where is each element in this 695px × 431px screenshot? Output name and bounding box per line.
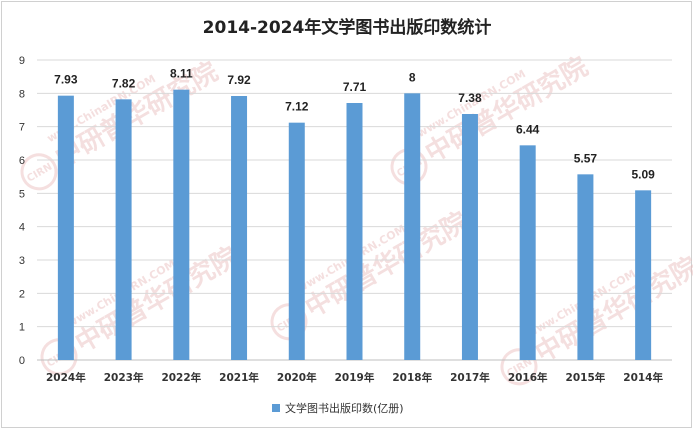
bar [577,174,594,360]
x-tick-label: 2020年 [277,371,317,384]
x-tick-label: 2024年 [46,371,86,384]
x-tick-label: 2019年 [335,371,375,384]
x-tick-label: 2014年 [623,371,663,384]
watermark-logo-ring [20,153,58,191]
data-label: 7.38 [458,91,482,105]
data-label: 5.09 [631,167,655,181]
legend: 文学图书出版印数(亿册) [272,401,404,415]
y-tick-label: 4 [19,222,25,234]
data-label: 7.93 [54,73,78,87]
y-tick-label: 6 [19,155,25,167]
bar [346,103,363,360]
data-label: 7.82 [112,76,136,90]
bar [288,122,305,361]
legend-label: 文学图书出版印数(亿册) [285,401,404,415]
x-axis-categories: 2024年 2023年 2022年 2021年 2020年 2019年 2018年 2017年… [46,371,663,384]
bars [57,89,652,361]
chart-title: 2014-2024年文学图书出版印数统计 [203,17,492,38]
y-tick-label: 3 [19,255,25,267]
data-label: 5.57 [574,151,598,165]
bar [115,99,132,360]
x-tick-label: 2015年 [566,371,606,384]
data-label: 7.12 [285,100,309,114]
x-tick-label: 2016年 [508,371,548,384]
bar [404,93,421,360]
x-tick-label: 2022年 [161,371,201,384]
y-tick-label: 5 [19,188,25,200]
y-axis-ticks: 0 1 2 3 4 5 6 7 8 9 [19,55,25,367]
bar [519,145,536,360]
y-tick-label: 0 [19,355,25,367]
bar [57,95,74,361]
bar [461,114,478,360]
y-tick-label: 9 [19,55,25,67]
watermark-logo: CIRN [25,162,54,185]
bar [231,96,248,360]
data-label: 8 [409,70,416,84]
data-label: 7.92 [227,73,251,87]
y-tick-label: 2 [19,288,25,300]
watermark-brand: 中研普华研究院 [530,251,693,369]
y-tick-label: 7 [19,122,25,134]
y-tick-label: 1 [19,322,25,334]
legend-swatch [272,404,280,412]
y-tick-label: 8 [19,88,25,100]
x-tick-label: 2023年 [104,371,144,384]
x-tick-label: 2021年 [219,371,259,384]
bar [173,89,190,361]
data-label: 8.11 [170,67,193,81]
x-tick-label: 2017年 [450,371,490,384]
data-label: 7.71 [343,80,367,94]
data-labels: 7.93 7.82 8.11 7.92 7.12 7.71 8 7.38 6.44 5.57 5.0… [54,67,655,182]
x-tick-label: 2018年 [392,371,432,384]
data-label: 6.44 [516,122,540,136]
bar [635,190,652,360]
